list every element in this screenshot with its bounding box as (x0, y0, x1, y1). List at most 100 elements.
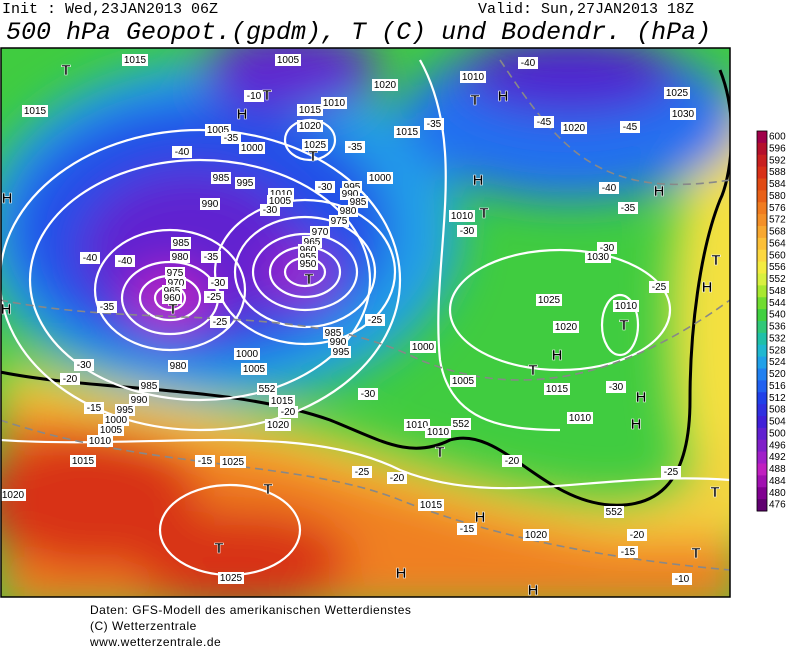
label-box (613, 300, 639, 312)
contour-label: -30 (361, 389, 376, 400)
colorbar-swatch (757, 202, 767, 215)
label-box (84, 402, 104, 414)
colorbar-label: 504 (769, 417, 786, 428)
pressure-center: T (479, 205, 488, 222)
label-box (424, 118, 444, 130)
init-time: Init : Wed,23JAN2013 06Z (2, 1, 218, 18)
label-box (235, 177, 255, 189)
label-box (234, 348, 260, 360)
contour-label: 1005 (452, 376, 475, 387)
label-box (352, 466, 372, 478)
label-box (358, 388, 378, 400)
contour-label: -35 (224, 133, 239, 144)
label-box (60, 373, 80, 385)
contour-label: -35 (427, 119, 442, 130)
label-box (450, 375, 476, 387)
label-box (22, 105, 48, 117)
colorbar-swatch (757, 439, 767, 453)
contour-label: 1025 (222, 457, 245, 468)
contour-label: 980 (170, 361, 187, 372)
contour-label: -35 (621, 203, 636, 214)
contour-label: 990 (202, 199, 219, 210)
contour-label: 1015 (396, 127, 419, 138)
colorbar-swatch (757, 142, 767, 156)
contour-label: 1020 (267, 420, 290, 431)
label-box (457, 523, 477, 535)
label-box (627, 529, 647, 541)
pressure-center: T (304, 271, 313, 288)
contour-label: -20 (281, 407, 296, 418)
contour-label: 970 (168, 278, 185, 289)
contour-label: -30 (211, 278, 226, 289)
label-box (239, 142, 265, 154)
pressure-center: H (702, 279, 713, 296)
label-box (460, 71, 486, 83)
label-box (365, 314, 385, 326)
label-box (195, 455, 215, 467)
label-box (664, 87, 690, 99)
label-box (561, 122, 587, 134)
pressure-center: H (498, 88, 509, 105)
contour-label: 1005 (269, 196, 292, 207)
label-box (70, 455, 96, 467)
pressure-center: T (470, 92, 479, 109)
label-box (201, 251, 221, 263)
colorbar-label: 512 (769, 393, 786, 404)
contour-label: -25 (652, 282, 667, 293)
contour-label: -15 (87, 403, 102, 414)
label-box (302, 139, 328, 151)
colorbar-frame (756, 130, 768, 512)
label-box (260, 204, 280, 216)
label-box (257, 383, 277, 395)
label-box (115, 255, 135, 267)
colorbar-label: 536 (769, 322, 786, 333)
colorbar-swatch (757, 261, 767, 274)
label-box (211, 172, 231, 184)
label-box (372, 79, 398, 91)
label-box (394, 126, 420, 138)
contour-label: 552 (259, 384, 276, 395)
footer-line: www.wetterzentrale.de (89, 635, 221, 648)
contour-label: -35 (204, 252, 219, 263)
colorbar-swatch (757, 249, 767, 263)
colorbar-label: 540 (769, 310, 786, 321)
label-box (269, 395, 295, 407)
colorbar-swatch (757, 178, 767, 191)
label-box (418, 499, 444, 511)
contour-label: 985 (173, 238, 190, 249)
label-box (599, 182, 619, 194)
pressure-center: T (691, 545, 700, 562)
contour-label: -40 (521, 58, 536, 69)
contour-label: 980 (172, 252, 189, 263)
label-box (618, 546, 638, 558)
pressure-center: H (552, 347, 563, 364)
colorbar-swatch (757, 416, 767, 429)
colorbar-swatch (757, 499, 767, 512)
contour-label: 1020 (555, 322, 578, 333)
label-box (244, 90, 264, 102)
colorbar-label: 488 (769, 464, 786, 475)
contour-label: -30 (318, 182, 333, 193)
contour-label: -35 (348, 142, 363, 153)
contour-label: 965 (304, 237, 321, 248)
contour-label: 1010 (451, 211, 474, 222)
contour-label: -25 (207, 292, 222, 303)
colorbar-label: 560 (769, 250, 786, 261)
label-box (567, 412, 593, 424)
contour-label: 960 (164, 293, 181, 304)
label-box (672, 573, 692, 585)
pressure-center: T (61, 62, 70, 79)
contour-label: 990 (131, 395, 148, 406)
contour-label: 1020 (299, 121, 322, 132)
colorbar-label: 544 (769, 298, 786, 309)
pressure-center: H (396, 565, 407, 582)
label-box (265, 419, 291, 431)
contour-label: 1010 (89, 436, 112, 447)
colorbar-swatch (757, 154, 767, 168)
contour-label: -15 (460, 524, 475, 535)
label-box (129, 394, 149, 406)
contour-label: -25 (368, 315, 383, 326)
colorbar-label: 492 (769, 452, 786, 463)
pressure-center: H (2, 190, 13, 207)
